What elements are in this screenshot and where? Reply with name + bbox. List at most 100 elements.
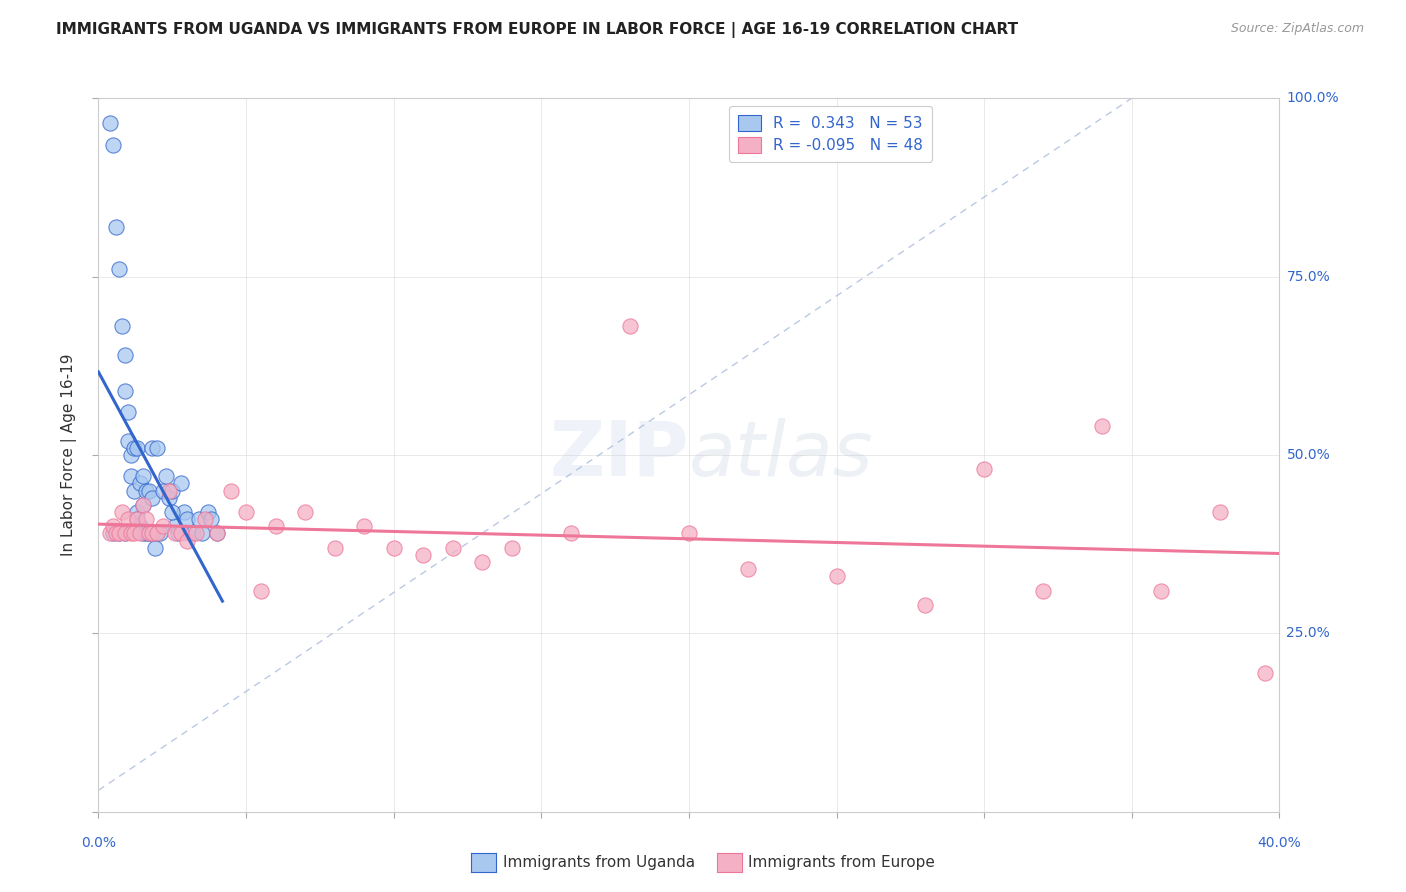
Point (98, 116, 121, 130)
Point (1254, 665, 1277, 680)
Point (152, 483, 174, 498)
Point (143, 541, 166, 555)
Point (737, 562, 759, 576)
Point (138, 526, 160, 541)
Point (205, 526, 228, 541)
Point (125, 512, 148, 526)
Point (117, 434, 139, 448)
Point (128, 519, 150, 533)
Point (382, 541, 405, 555)
Point (108, 262, 131, 277)
Point (111, 319, 134, 334)
Point (114, 384, 136, 398)
Point (184, 526, 207, 541)
Point (114, 526, 136, 541)
Point (135, 483, 157, 498)
Legend: R =  0.343   N = 53, R = -0.095   N = 48: R = 0.343 N = 53, R = -0.095 N = 48 (728, 106, 932, 162)
Point (146, 526, 169, 541)
Point (501, 541, 523, 555)
Point (412, 548, 434, 562)
Point (179, 526, 201, 541)
Point (294, 505, 316, 519)
Point (117, 512, 139, 526)
Point (176, 512, 198, 526)
Point (141, 491, 163, 505)
Text: Immigrants from Uganda: Immigrants from Uganda (503, 855, 696, 870)
Point (141, 441, 163, 455)
Text: atlas: atlas (689, 418, 873, 491)
Point (170, 476, 193, 491)
Point (120, 469, 142, 483)
Point (125, 512, 148, 526)
Text: 0.0%: 0.0% (82, 836, 115, 850)
Point (132, 526, 155, 541)
Point (125, 441, 148, 455)
Point (125, 505, 148, 519)
Point (108, 526, 131, 541)
Point (235, 505, 257, 519)
Point (560, 526, 582, 541)
Text: Source: ZipAtlas.com: Source: ZipAtlas.com (1230, 22, 1364, 36)
Point (219, 483, 242, 498)
Point (128, 526, 150, 541)
Point (141, 526, 163, 541)
Point (157, 491, 180, 505)
Point (176, 533, 198, 548)
Point (120, 448, 142, 462)
Point (122, 483, 145, 498)
Point (146, 441, 169, 455)
Point (114, 348, 136, 362)
Point (114, 526, 136, 541)
Point (973, 462, 995, 476)
Point (155, 469, 177, 483)
Text: ZIP: ZIP (550, 418, 689, 491)
Point (181, 526, 204, 541)
Y-axis label: In Labor Force | Age 16-19: In Labor Force | Age 16-19 (60, 353, 77, 557)
Point (191, 526, 214, 541)
Point (152, 519, 174, 533)
Point (1150, 583, 1173, 598)
Point (132, 469, 155, 483)
Text: 50.0%: 50.0% (1286, 448, 1330, 462)
Point (165, 519, 187, 533)
Point (264, 519, 287, 533)
Point (1091, 419, 1114, 434)
Point (128, 476, 150, 491)
Point (197, 505, 219, 519)
Point (103, 519, 125, 533)
Point (108, 526, 131, 541)
Point (122, 441, 145, 455)
Point (678, 526, 700, 541)
Point (143, 526, 166, 541)
Point (914, 598, 936, 612)
Point (441, 541, 464, 555)
Point (162, 505, 183, 519)
Point (138, 526, 160, 541)
Point (105, 526, 128, 541)
Point (1032, 583, 1054, 598)
Point (146, 526, 169, 541)
Point (117, 405, 139, 419)
Point (120, 526, 142, 541)
Point (157, 483, 180, 498)
Point (132, 498, 155, 512)
Point (165, 526, 187, 541)
Point (205, 526, 228, 541)
Point (825, 569, 848, 583)
Point (250, 583, 273, 598)
Point (135, 526, 157, 541)
Point (135, 512, 157, 526)
Point (170, 526, 193, 541)
Text: 100.0%: 100.0% (1286, 91, 1339, 105)
Text: 75.0%: 75.0% (1286, 269, 1330, 284)
Point (1209, 505, 1232, 519)
Point (619, 319, 641, 334)
Point (187, 512, 209, 526)
Point (353, 519, 375, 533)
Point (138, 526, 160, 541)
Point (132, 498, 155, 512)
Point (173, 505, 195, 519)
Point (471, 555, 494, 569)
Point (103, 526, 125, 541)
Text: 25.0%: 25.0% (1286, 626, 1330, 640)
